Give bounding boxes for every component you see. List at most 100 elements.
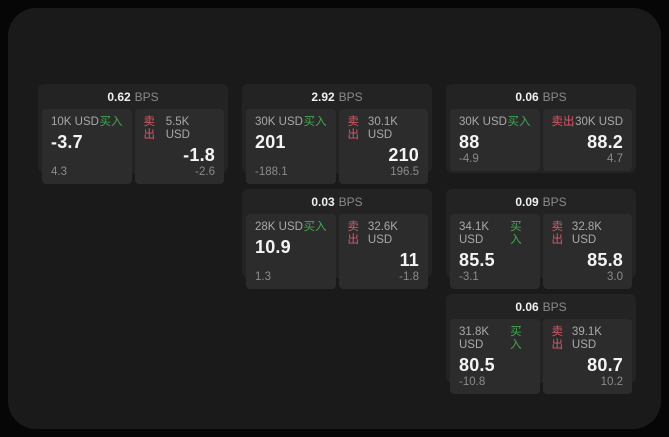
buy-label: 买入 xyxy=(99,116,123,128)
card-body: 31.8K USD 买入 80.5 -10.8 卖出 39.1K USD 80.… xyxy=(450,319,632,394)
sell-amount: 30K USD xyxy=(575,116,623,128)
buy-tile-header: 10K USD 买入 xyxy=(51,116,123,129)
spread-value: 0.06 xyxy=(515,89,539,104)
spread-unit: BPS xyxy=(542,194,567,209)
buy-label: 买入 xyxy=(510,326,522,351)
sell-tile-header: 卖出 32.8K USD xyxy=(552,221,624,247)
spread-header: 0.06 BPS xyxy=(450,84,632,109)
sell-tile[interactable]: 卖出 30.1K USD 210 196.5 xyxy=(338,109,428,184)
sell-tile-header: 卖出 39.1K USD xyxy=(552,326,624,352)
buy-price: -3.7 xyxy=(51,132,83,152)
sell-delta: -1.8 xyxy=(399,271,419,283)
spread-header: 0.62 BPS xyxy=(42,84,224,109)
sell-price: 210 xyxy=(388,145,419,165)
sell-delta: 196.5 xyxy=(390,166,419,178)
buy-amount: 28K USD xyxy=(255,221,303,233)
spread-unit: BPS xyxy=(134,89,159,104)
spread-header: 0.09 BPS xyxy=(450,189,632,214)
sell-delta: -2.6 xyxy=(195,166,215,178)
buy-tile[interactable]: 30K USD 买入 88 -4.9 xyxy=(450,109,540,171)
buy-tile-header: 31.8K USD 买入 xyxy=(459,326,531,352)
sell-price: -1.8 xyxy=(183,145,215,165)
buy-amount: 34.1K USD xyxy=(459,221,490,246)
buy-amount: 30K USD xyxy=(459,116,507,128)
buy-delta: 1.3 xyxy=(255,271,271,283)
quote-cards-grid: 0.62 BPS 10K USD 买入 -3.7 4.3 卖出 5.5K USD xyxy=(38,84,636,394)
buy-label: 买入 xyxy=(303,221,327,233)
card-body: 30K USD 买入 201 -188.1 卖出 30.1K USD 210 1… xyxy=(246,109,428,184)
sell-delta: 4.7 xyxy=(607,153,623,165)
spread-value: 0.62 xyxy=(107,89,131,104)
buy-amount: 31.8K USD xyxy=(459,326,490,351)
sell-tile-header: 卖出 30K USD xyxy=(552,116,624,129)
sell-label: 卖出 xyxy=(551,326,564,351)
card-body: 28K USD 买入 10.9 1.3 卖出 32.6K USD 11 -1.8 xyxy=(246,214,428,289)
buy-label: 买入 xyxy=(303,116,327,128)
sell-label: 卖出 xyxy=(143,116,156,141)
quote-card: 0.06 BPS 31.8K USD 买入 80.5 -10.8 卖出 39.1… xyxy=(446,294,636,394)
buy-price: 201 xyxy=(255,132,286,152)
spread-unit: BPS xyxy=(338,194,363,209)
buy-amount: 30K USD xyxy=(255,116,303,128)
sell-tile[interactable]: 卖出 30K USD 88.2 4.7 xyxy=(542,109,632,171)
buy-tile-header: 30K USD 买入 xyxy=(459,116,531,129)
sell-tile[interactable]: 卖出 39.1K USD 80.7 10.2 xyxy=(542,319,632,394)
sell-tile[interactable]: 卖出 32.8K USD 85.8 3.0 xyxy=(542,214,632,289)
buy-delta: 4.3 xyxy=(51,166,67,178)
sell-tile[interactable]: 卖出 32.6K USD 11 -1.8 xyxy=(338,214,428,289)
card-body: 30K USD 买入 88 -4.9 卖出 30K USD 88.2 4.7 xyxy=(450,109,632,171)
sell-price: 85.8 xyxy=(587,250,623,270)
buy-amount: 10K USD xyxy=(51,116,99,128)
buy-delta: -10.8 xyxy=(459,376,486,388)
sell-amount: 32.6K USD xyxy=(367,221,398,246)
sell-label: 卖出 xyxy=(551,221,564,246)
spread-header: 2.92 BPS xyxy=(246,84,428,109)
buy-tile[interactable]: 10K USD 买入 -3.7 4.3 xyxy=(42,109,132,184)
sell-tile-header: 卖出 30.1K USD xyxy=(348,116,420,142)
sell-label: 卖出 xyxy=(551,116,575,128)
card-body: 34.1K USD 买入 85.5 -3.1 卖出 32.8K USD 85.8… xyxy=(450,214,632,289)
buy-tile[interactable]: 34.1K USD 买入 85.5 -3.1 xyxy=(450,214,540,289)
buy-label: 买入 xyxy=(510,221,522,246)
spread-value: 0.09 xyxy=(515,194,539,209)
quote-card: 0.62 BPS 10K USD 买入 -3.7 4.3 卖出 5.5K USD xyxy=(38,84,228,184)
sell-amount: 5.5K USD xyxy=(165,116,190,141)
buy-price: 88 xyxy=(459,132,480,152)
buy-tile[interactable]: 30K USD 买入 201 -188.1 xyxy=(246,109,336,184)
sell-amount: 32.8K USD xyxy=(571,221,602,246)
spread-unit: BPS xyxy=(338,89,363,104)
buy-tile-header: 30K USD 买入 xyxy=(255,116,327,129)
buy-price: 80.5 xyxy=(459,355,495,375)
spread-header: 0.06 BPS xyxy=(450,294,632,319)
sell-tile-header: 卖出 32.6K USD xyxy=(348,221,420,247)
buy-price: 85.5 xyxy=(459,250,495,270)
spread-unit: BPS xyxy=(542,89,567,104)
quote-card: 0.03 BPS 28K USD 买入 10.9 1.3 卖出 32.6K US… xyxy=(242,189,432,289)
spread-value: 0.06 xyxy=(515,299,539,314)
sell-tile-header: 卖出 5.5K USD xyxy=(144,116,216,142)
sell-amount: 30.1K USD xyxy=(367,116,398,141)
sell-label: 卖出 xyxy=(347,116,360,141)
buy-delta: -4.9 xyxy=(459,153,479,165)
sell-price: 80.7 xyxy=(587,355,623,375)
quote-card: 2.92 BPS 30K USD 买入 201 -188.1 卖出 30.1K … xyxy=(242,84,432,184)
sell-tile[interactable]: 卖出 5.5K USD -1.8 -2.6 xyxy=(134,109,224,184)
sell-delta: 10.2 xyxy=(600,376,623,388)
buy-tile[interactable]: 28K USD 买入 10.9 1.3 xyxy=(246,214,336,289)
buy-delta: -188.1 xyxy=(255,166,288,178)
sell-price: 88.2 xyxy=(587,132,623,152)
spread-value: 2.92 xyxy=(311,89,335,104)
sell-price: 11 xyxy=(399,250,419,270)
sell-delta: 3.0 xyxy=(607,271,623,283)
buy-label: 买入 xyxy=(507,116,531,128)
quote-card: 0.06 BPS 30K USD 买入 88 -4.9 卖出 30K USD xyxy=(446,84,636,173)
buy-tile[interactable]: 31.8K USD 买入 80.5 -10.8 xyxy=(450,319,540,394)
spread-unit: BPS xyxy=(542,299,567,314)
buy-tile-header: 28K USD 买入 xyxy=(255,221,327,234)
app-window: 0.62 BPS 10K USD 买入 -3.7 4.3 卖出 5.5K USD xyxy=(8,8,661,429)
spread-header: 0.03 BPS xyxy=(246,189,428,214)
sell-label: 卖出 xyxy=(347,221,360,246)
quote-card: 0.09 BPS 34.1K USD 买入 85.5 -3.1 卖出 32.8K… xyxy=(446,189,636,289)
card-body: 10K USD 买入 -3.7 4.3 卖出 5.5K USD -1.8 -2.… xyxy=(42,109,224,184)
sell-amount: 39.1K USD xyxy=(571,326,602,351)
